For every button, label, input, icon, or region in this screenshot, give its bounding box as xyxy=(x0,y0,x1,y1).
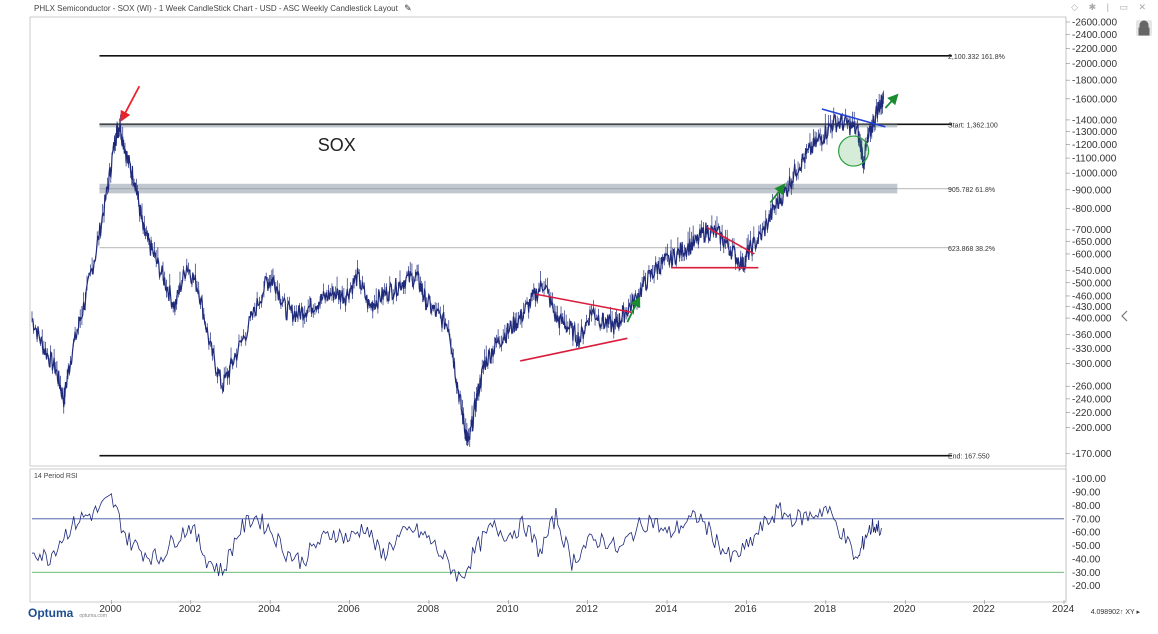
rsi-axis-label: -30.00 xyxy=(1072,568,1101,579)
rsi-title: 14 Period RSI xyxy=(34,473,78,480)
support-band xyxy=(99,183,898,194)
triangle-lower-line xyxy=(520,337,628,362)
x-axis-label: 2000 xyxy=(99,604,122,615)
rsi-axis-label: -60.00 xyxy=(1072,528,1101,539)
price-axis-label: -650.000 xyxy=(1072,237,1112,248)
chart-title: PHLX Semiconductor - SOX (WI) - 1 Week C… xyxy=(34,4,398,13)
logo-subtext: optuma.com xyxy=(79,613,107,619)
price-axis-label: -260.000 xyxy=(1072,382,1112,393)
x-axis-label: 2020 xyxy=(893,604,916,615)
fib-level-label: 2,100.332 161.8% xyxy=(948,54,1005,61)
x-axis-label: 2006 xyxy=(338,604,361,615)
breakout-circle xyxy=(838,135,870,167)
rsi-axis-label: -80.00 xyxy=(1072,501,1101,512)
rsi-axis-label: -50.00 xyxy=(1072,541,1101,552)
chart-title-bar: PHLX Semiconductor - SOX (WI) - 1 Week C… xyxy=(34,3,412,14)
price-axis-label: -1000.000 xyxy=(1072,169,1117,180)
rsi-series-line xyxy=(31,492,882,582)
price-axis-label: -430.000 xyxy=(1072,302,1112,313)
window-controls[interactable]: ◇ ✱ | ▭ ✕ xyxy=(1071,2,1150,12)
rsi-axis-label: -100.00 xyxy=(1072,474,1106,485)
x-axis-label: 2022 xyxy=(973,604,996,615)
price-axis-label: -2000.000 xyxy=(1072,59,1117,70)
triangle-upper-line xyxy=(535,293,632,314)
rsi-axis-label: -70.00 xyxy=(1072,514,1101,525)
rsi-axis-label: -20.00 xyxy=(1072,581,1101,592)
price-axis-label: -500.000 xyxy=(1072,278,1112,289)
price-axis-label: -1300.000 xyxy=(1072,127,1117,138)
scale-readout[interactable]: 4.098902↑ XY ▸ xyxy=(1090,609,1140,616)
price-axis-label: -330.000 xyxy=(1072,344,1112,355)
rsi-axis-label: -90.00 xyxy=(1072,488,1101,499)
collapse-arrow-icon[interactable] xyxy=(1121,310,1128,322)
fib-level-label: End: 167.550 xyxy=(948,454,990,461)
price-axis-label: -460.000 xyxy=(1072,291,1112,302)
price-axis-label: -400.000 xyxy=(1072,314,1112,325)
support-band xyxy=(99,124,898,128)
price-axis-label: -600.000 xyxy=(1072,249,1112,260)
x-axis-label: 2024 xyxy=(1052,604,1075,615)
x-axis-label: 2010 xyxy=(496,604,519,615)
optuma-logo: Optuma optuma.com xyxy=(28,606,107,620)
price-axis-label: -1800.000 xyxy=(1072,76,1117,87)
fib-level-label: 905.782 61.8% xyxy=(948,187,995,194)
price-axis-label: -900.000 xyxy=(1072,185,1112,196)
fib-level-label: 623.868 38.2% xyxy=(948,246,995,253)
price-axis-label: -170.000 xyxy=(1072,449,1112,460)
price-axis-label: -240.000 xyxy=(1072,394,1112,405)
price-axis-label: -1100.000 xyxy=(1072,154,1117,165)
red-arrow-icon xyxy=(120,85,141,122)
logo-text: Optuma xyxy=(28,606,74,620)
chart-title-sox: SOX xyxy=(318,135,356,155)
price-axis-label: -200.000 xyxy=(1072,423,1112,434)
fib-level-label: Start: 1,362.100 xyxy=(948,122,998,129)
downtrend-line xyxy=(821,108,886,128)
x-axis-label: 2018 xyxy=(814,604,837,615)
lock-icon-glyph xyxy=(1138,20,1150,36)
price-axis-label: -2400.000 xyxy=(1072,30,1117,41)
wedge-upper-line xyxy=(706,226,755,255)
x-axis-label: 2012 xyxy=(576,604,599,615)
x-axis-label: 2014 xyxy=(655,604,678,615)
price-axis-label: -700.000 xyxy=(1072,225,1112,236)
x-axis-label: 2008 xyxy=(417,604,440,615)
price-panel-frame xyxy=(29,16,1067,467)
price-axis-label: -360.000 xyxy=(1072,330,1112,341)
rsi-axis-label: -40.00 xyxy=(1072,554,1101,565)
price-axis-label: -300.000 xyxy=(1072,359,1112,370)
price-axis-label: -220.000 xyxy=(1072,408,1112,419)
price-axis-label: -2200.000 xyxy=(1072,44,1117,55)
price-axis-label: -1600.000 xyxy=(1072,94,1117,105)
price-axis-label: -2600.000 xyxy=(1072,18,1117,29)
price-axis-label: -800.000 xyxy=(1072,204,1112,215)
green-arrow-icon xyxy=(626,296,641,323)
price-axis-label: -1200.000 xyxy=(1072,140,1117,151)
x-axis-label: 2004 xyxy=(258,604,281,615)
green-arrow-icon xyxy=(769,183,786,204)
price-axis-label: -540.000 xyxy=(1072,266,1112,277)
pencil-icon[interactable]: ✎ xyxy=(404,3,412,13)
x-axis-label: 2016 xyxy=(734,604,757,615)
x-axis-label: 2002 xyxy=(179,604,202,615)
green-arrow-icon xyxy=(884,93,899,109)
price-axis-label: -1400.000 xyxy=(1072,115,1117,126)
